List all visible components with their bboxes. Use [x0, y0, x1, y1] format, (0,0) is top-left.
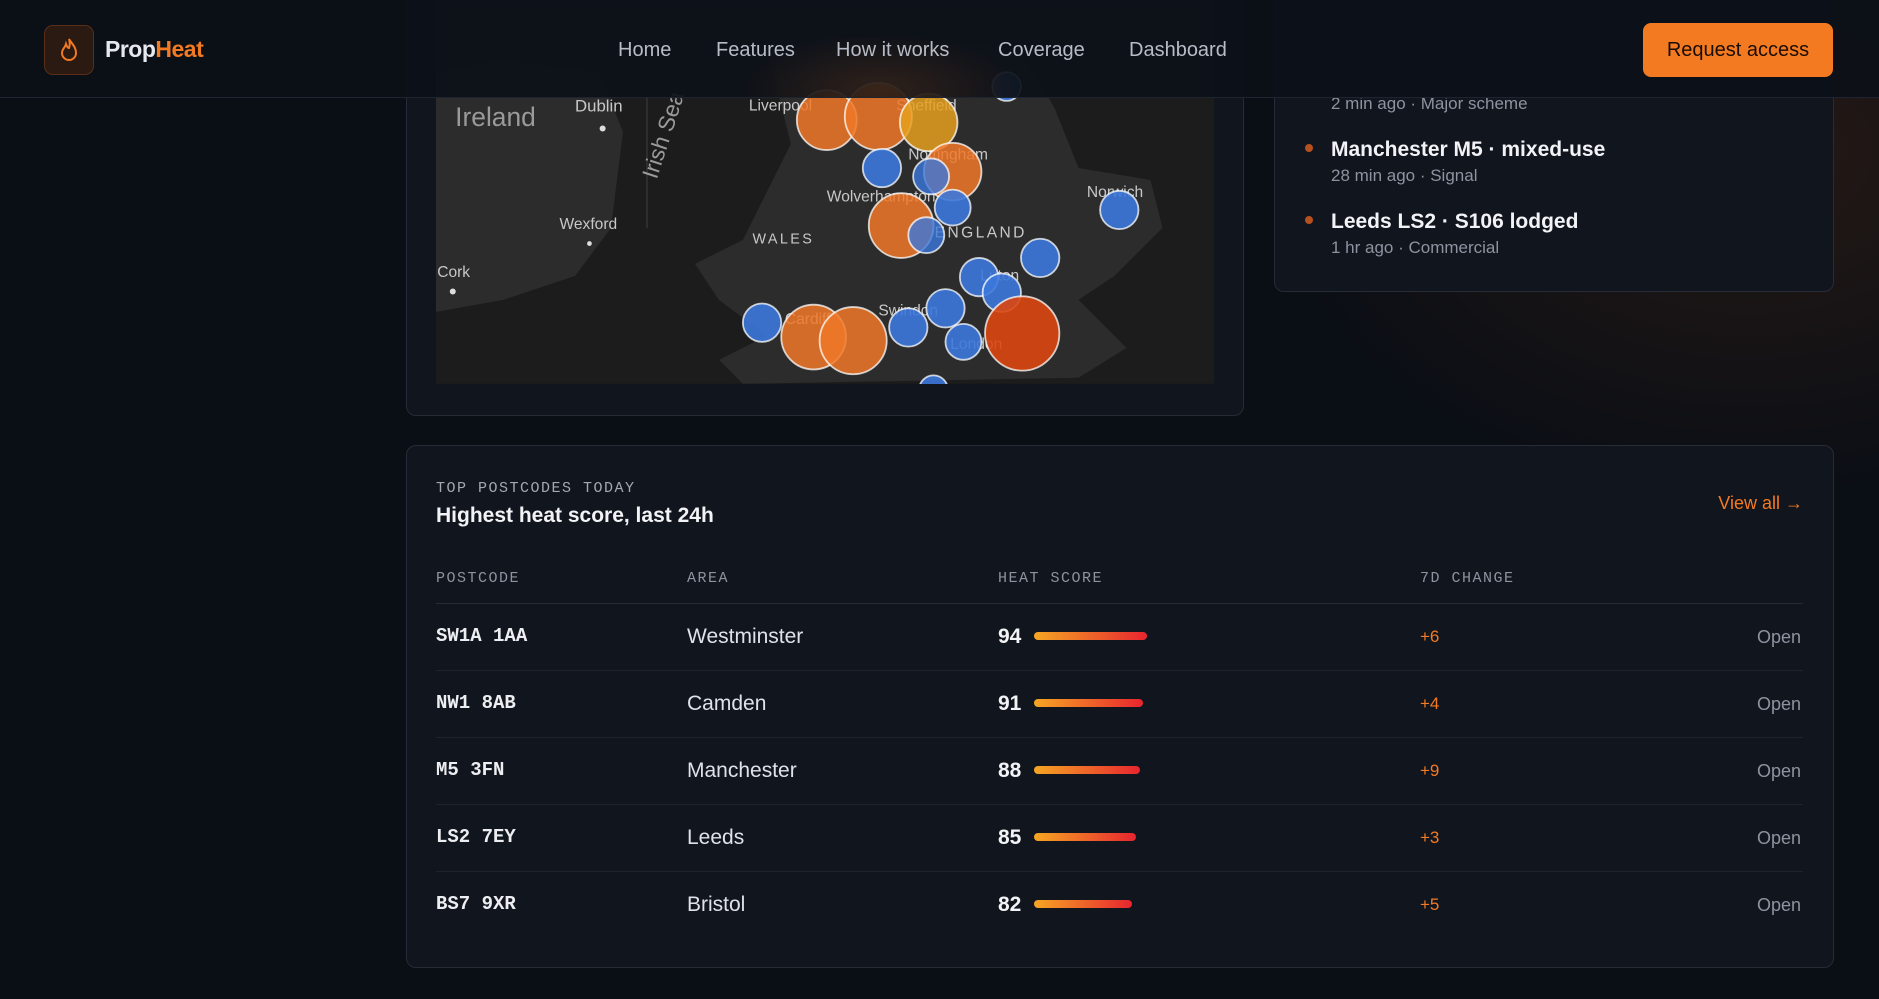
flame-icon: [60, 38, 78, 61]
heat-marker[interactable]: [933, 188, 972, 227]
area: Leeds: [687, 826, 745, 849]
change: +4: [1420, 694, 1440, 713]
heat-marker[interactable]: [888, 307, 929, 348]
row-rule: [436, 670, 1803, 671]
change: +3: [1420, 828, 1440, 847]
heat-marker[interactable]: [919, 374, 948, 384]
area: Manchester: [687, 759, 797, 782]
heat-marker[interactable]: [984, 295, 1061, 372]
eyebrow: TOP POSTCODES TODAY: [436, 480, 636, 497]
change: +5: [1420, 895, 1440, 914]
area: Camden: [687, 692, 767, 715]
map-label: Ireland: [455, 102, 536, 132]
nav-link[interactable]: Dashboard: [1129, 39, 1227, 61]
open-link[interactable]: Open: [1756, 895, 1801, 915]
column-header: HEAT SCORE: [998, 570, 1104, 587]
postcode: SW1A 1AA: [436, 625, 528, 647]
heat-score: 82: [998, 893, 1022, 916]
ireland-land: [436, 60, 624, 312]
postcode: M5 3FN: [436, 759, 505, 781]
feed-bullet: [1305, 216, 1313, 224]
heat-marker[interactable]: [1099, 189, 1140, 231]
feed-meta: 1 hr ago · Commercial: [1331, 238, 1500, 257]
heat-marker[interactable]: [861, 147, 903, 189]
heat-score: 94: [998, 625, 1022, 648]
postcode: LS2 7EY: [436, 826, 516, 848]
map-label: Wexford: [559, 216, 617, 233]
row-rule: [436, 871, 1803, 872]
logo[interactable]: [44, 25, 94, 75]
heat-marker[interactable]: [944, 322, 983, 361]
postcode: NW1 8AB: [436, 692, 516, 714]
heat-marker[interactable]: [1020, 237, 1061, 279]
row-rule: [436, 737, 1803, 738]
heat-score: 88: [998, 759, 1022, 782]
heat-marker[interactable]: [907, 216, 946, 255]
feed-bullet: [1305, 144, 1313, 152]
heat-markers: [741, 71, 1140, 384]
heat-marker[interactable]: [741, 302, 783, 343]
feed-meta: 2 min ago · Major scheme: [1331, 94, 1528, 113]
map-label: Cork: [437, 264, 470, 281]
heat-marker[interactable]: [912, 157, 950, 196]
nav-link[interactable]: Home: [618, 39, 672, 61]
table-title: Highest heat score, last 24h: [436, 504, 714, 527]
change: +9: [1420, 761, 1440, 780]
open-link[interactable]: Open: [1756, 627, 1801, 647]
heat-bar: [1034, 766, 1140, 774]
heat-bar: [1034, 699, 1144, 707]
row-rule: [436, 804, 1803, 805]
postcode: BS7 9XR: [436, 893, 516, 915]
feed-title[interactable]: Leeds LS2 · S106 lodged: [1331, 210, 1579, 233]
city-dot: [449, 288, 456, 295]
nav-link[interactable]: Coverage: [998, 39, 1085, 61]
brand-suffix: Heat: [155, 36, 204, 62]
feed-meta: 28 min ago · Signal: [1331, 166, 1478, 185]
heat-bar: [1034, 900, 1133, 908]
open-link[interactable]: Open: [1756, 828, 1801, 848]
map-label: WALES: [752, 232, 814, 248]
city-dot: [599, 125, 606, 132]
brand-prefix: Prop: [105, 36, 156, 62]
heat-bar: [1034, 632, 1147, 640]
column-header: AREA: [687, 570, 730, 587]
map-label: Liverpool: [749, 97, 812, 114]
feed-title[interactable]: Manchester M5 · mixed-use: [1331, 138, 1606, 161]
view-all-link[interactable]: View all →: [1718, 493, 1803, 513]
heat-marker[interactable]: [818, 306, 888, 376]
column-header: 7D CHANGE: [1420, 570, 1515, 587]
heat-score: 91: [998, 692, 1022, 715]
heat-score: 85: [998, 826, 1022, 849]
header-rule: [436, 603, 1803, 604]
nav-link[interactable]: Features: [716, 39, 795, 61]
nav-link[interactable]: How it works: [836, 39, 950, 61]
brand[interactable]: PropHeat: [105, 36, 204, 63]
top-bar: PropHeat Home Features How it works Cove…: [0, 0, 1879, 98]
map-label: Dublin: [575, 97, 623, 116]
column-header: POSTCODE: [436, 570, 521, 587]
heat-marker[interactable]: [925, 288, 966, 329]
heat-bar: [1034, 833, 1136, 841]
open-link[interactable]: Open: [1756, 761, 1801, 781]
city-dot: [587, 241, 592, 246]
open-link[interactable]: Open: [1756, 694, 1801, 714]
area: Bristol: [687, 893, 746, 916]
area: Westminster: [687, 625, 804, 648]
map-label: ENGLAND: [935, 225, 1027, 242]
change: +6: [1420, 627, 1440, 646]
request-access-button[interactable]: Request access: [1643, 23, 1833, 77]
postcode-table-card: [406, 445, 1834, 968]
